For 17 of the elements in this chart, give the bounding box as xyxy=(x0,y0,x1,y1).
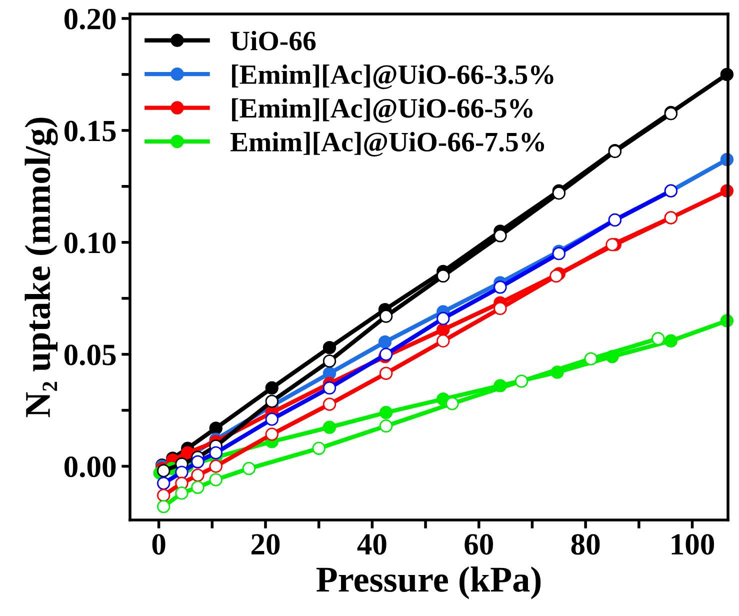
x-tick-label: 80 xyxy=(571,534,600,555)
y-tick-label: 0.15 xyxy=(64,120,116,142)
x-axis-title: Pressure (kPa) xyxy=(316,566,541,600)
x-tick-label: 60 xyxy=(464,534,493,555)
x-tick-label: 20 xyxy=(252,534,280,555)
y-tick-label: 0.10 xyxy=(64,232,116,254)
y-tick-label: 0.00 xyxy=(64,456,116,478)
x-tick-label: 40 xyxy=(357,534,386,555)
legend-label: Emim][Ac]@UiO-66-7.5% xyxy=(230,132,544,156)
x-tick-label: 0 xyxy=(152,534,166,555)
y-tick-label: 0.20 xyxy=(64,8,116,30)
legend-label: [Emim][Ac]@UiO-66-5% xyxy=(232,98,532,123)
legend-label: [Emim][Ac]@UiO-66-3.5% xyxy=(232,64,554,90)
x-tick-label: 100 xyxy=(672,534,714,555)
y-tick-label: 0.05 xyxy=(64,344,116,366)
y-axis-title: N₂ uptake (mmol/g) xyxy=(24,118,58,418)
legend-label: UiO-66 xyxy=(230,30,316,50)
